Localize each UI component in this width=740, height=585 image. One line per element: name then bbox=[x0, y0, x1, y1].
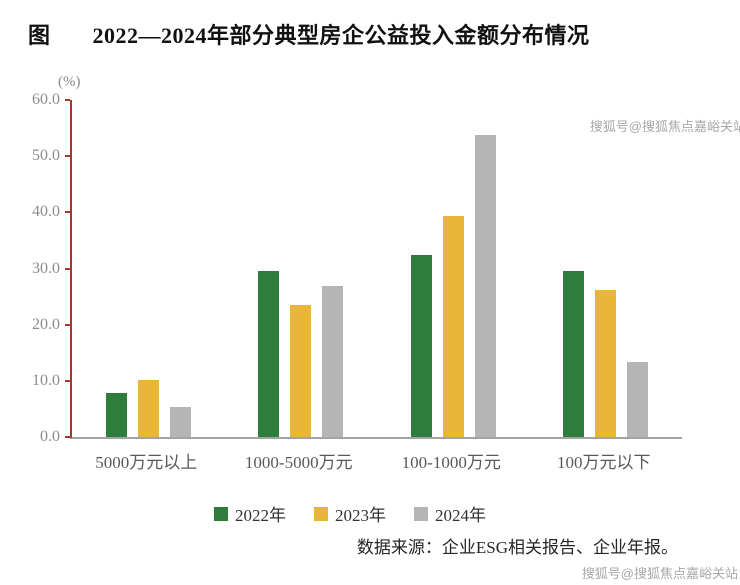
y-tick-mark bbox=[65, 155, 70, 158]
x-category-label: 100万元以下 bbox=[557, 453, 651, 472]
x-axis-labels: 5000万元以上 1000-5000万元 100-1000万元 100万元以下 bbox=[70, 448, 680, 473]
bar-series0-cat1 bbox=[258, 271, 280, 437]
legend-swatch-icon bbox=[414, 506, 428, 521]
bar-series0-cat0 bbox=[105, 392, 127, 437]
y-tick-label: 0.0 bbox=[40, 428, 60, 445]
y-tick-label: 10.0 bbox=[32, 371, 60, 389]
watermark-bottom: 搜狐号@搜狐焦点嘉峪关站 bbox=[581, 566, 738, 581]
plot-area bbox=[65, 99, 682, 439]
bar-group-1 bbox=[225, 100, 378, 437]
legend-item-1: 2023年 bbox=[314, 501, 386, 526]
y-axis-unit: (%) bbox=[58, 74, 81, 90]
y-tick-mark bbox=[65, 99, 70, 101]
y-tick-mark bbox=[65, 436, 70, 438]
bar-group-2 bbox=[377, 100, 530, 437]
legend-item-2: 2024年 bbox=[414, 501, 486, 526]
legend-swatch-icon bbox=[214, 506, 228, 521]
y-tick-mark bbox=[65, 267, 70, 270]
title-prefix: 图 bbox=[28, 23, 51, 48]
bar-series2-cat2 bbox=[474, 134, 496, 437]
title-text: 2022—2024年部分典型房企公益投入金额分布情况 bbox=[92, 23, 590, 48]
page-title: 图 2022—2024年部分典型房企公益投入金额分布情况 bbox=[28, 18, 590, 50]
bar-series2-cat3 bbox=[627, 361, 649, 437]
y-tick-label: 20.0 bbox=[32, 315, 60, 333]
legend-label: 2023年 bbox=[335, 506, 386, 525]
bar-series0-cat3 bbox=[563, 271, 585, 437]
legend-item-0: 2022年 bbox=[214, 501, 286, 526]
x-category-label: 5000万元以上 bbox=[95, 453, 198, 472]
bar-series1-cat2 bbox=[442, 215, 464, 437]
bar-series1-cat1 bbox=[290, 305, 312, 437]
bar-series2-cat0 bbox=[169, 407, 191, 437]
bar-series0-cat2 bbox=[410, 255, 432, 437]
watermark-top: 搜狐号@搜狐焦点嘉峪关站 bbox=[589, 119, 740, 134]
legend: 2022年 2023年 2024年 bbox=[0, 501, 700, 526]
bar-group-3 bbox=[530, 100, 683, 437]
legend-label: 2022年 bbox=[235, 506, 286, 525]
y-tick-mark bbox=[65, 379, 70, 382]
source-note: 数据来源：企业ESG相关报告、企业年报。 bbox=[356, 538, 678, 557]
legend-swatch-icon bbox=[314, 506, 328, 521]
y-tick-mark bbox=[65, 211, 70, 214]
y-tick-label: 50.0 bbox=[32, 147, 60, 165]
y-tick-label: 60.0 bbox=[32, 91, 60, 108]
bar-series1-cat3 bbox=[595, 289, 617, 437]
y-tick-label: 30.0 bbox=[32, 259, 60, 277]
y-axis-tick-labels: 60.0 50.0 40.0 30.0 20.0 10.0 0.0 bbox=[18, 91, 64, 445]
legend-label: 2024年 bbox=[435, 506, 486, 525]
x-category-label: 1000-5000万元 bbox=[244, 453, 353, 472]
x-category-label: 100-1000万元 bbox=[401, 453, 501, 472]
y-tick-label: 40.0 bbox=[32, 203, 60, 221]
y-tick-mark bbox=[65, 323, 70, 326]
bar-group-0 bbox=[72, 100, 225, 437]
bars-container bbox=[72, 100, 682, 437]
bar-series1-cat0 bbox=[137, 379, 159, 437]
bar-series2-cat1 bbox=[322, 285, 344, 437]
